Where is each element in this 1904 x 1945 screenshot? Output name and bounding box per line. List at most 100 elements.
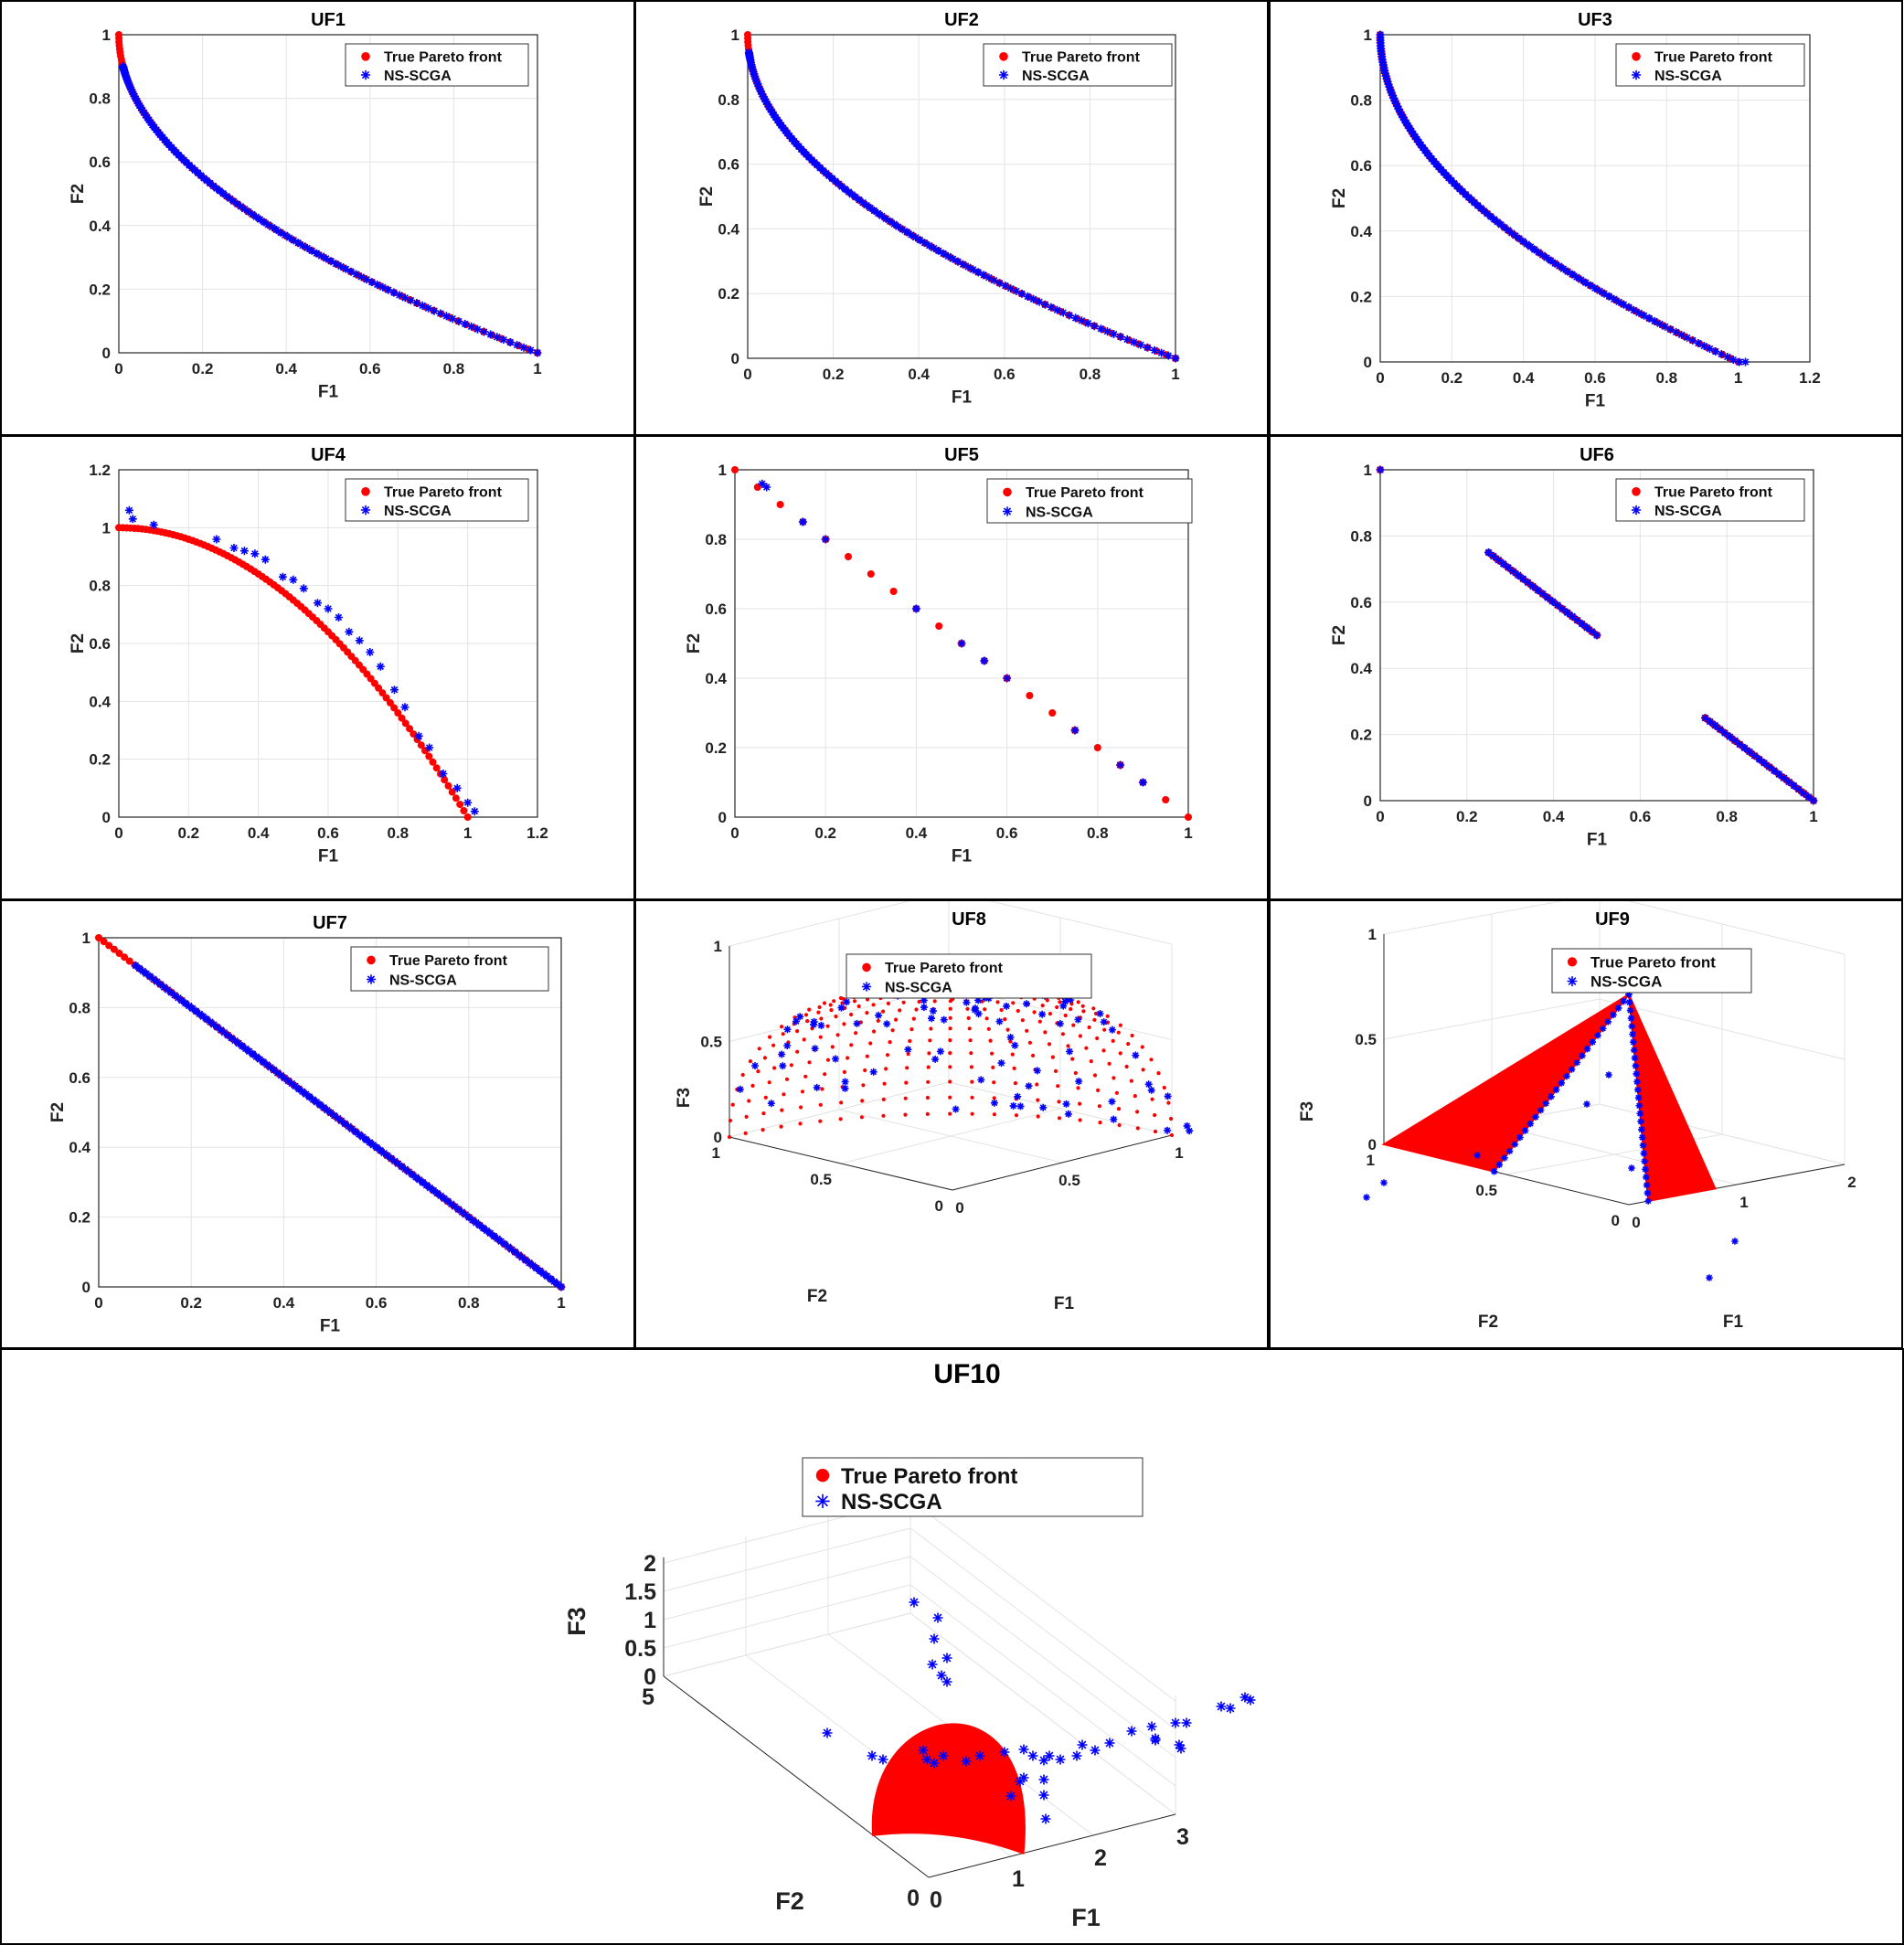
ns-scga-point [1548, 1092, 1555, 1100]
ns-scga-point [1003, 1002, 1011, 1010]
ns-scga-point [383, 1152, 392, 1160]
x-tick-label: 1 [1184, 824, 1192, 842]
ns-scga-point [149, 974, 158, 983]
true-front-point [1027, 1040, 1032, 1045]
ns-scga-point [1765, 762, 1773, 771]
chart-title: UF5 [944, 445, 979, 465]
chart-uf2: UF2 0 0.2 0.4 0.6 0.8 1 0 0.2 0.4 0.6 0.8 1 F1 F2 True … [697, 10, 1180, 408]
ns-scga-point [1635, 1101, 1643, 1110]
true-front-point [1185, 813, 1192, 821]
true-front-point [727, 1134, 732, 1140]
ns-scga-point [1628, 1164, 1635, 1172]
true-front-point [1003, 1017, 1007, 1022]
ns-scga-point [457, 1207, 466, 1217]
true-front-point [967, 1026, 972, 1031]
ns-scga-point [925, 241, 933, 250]
ns-scga-point [1728, 356, 1738, 364]
ns-scga-point [756, 87, 765, 96]
ns-scga-point [902, 228, 911, 237]
ns-scga-point [451, 1202, 460, 1211]
ns-scga-point [918, 1745, 929, 1756]
ns-scga-point [1599, 1025, 1607, 1033]
ns-scga-point [546, 1274, 555, 1283]
ns-scga-point [397, 1162, 406, 1171]
x-tick-label: 0.2 [1456, 808, 1478, 825]
ns-scga-point [1067, 996, 1075, 1004]
ns-scga-point [1489, 552, 1498, 561]
true-front-point [1084, 1046, 1089, 1050]
ns-scga-point [312, 249, 321, 258]
legend-label-ns: NS-SCGA [384, 504, 452, 519]
ns-scga-point [1604, 1018, 1612, 1026]
true-front-point [1073, 1070, 1078, 1076]
ns-scga-point [1164, 1092, 1172, 1100]
ns-scga-point [166, 988, 176, 997]
ns-scga-point [1735, 357, 1744, 367]
ns-scga-point [188, 1004, 197, 1013]
ns-scga-point [1490, 215, 1498, 224]
true-front-point [865, 1054, 869, 1058]
ns-scga-point [1157, 348, 1166, 357]
x-tick-label: 0.4 [248, 824, 270, 842]
true-front-point [888, 1040, 892, 1045]
ns-scga-point [904, 1046, 912, 1054]
y-axis-label: F2 [1330, 188, 1349, 208]
ns-scga-point [1552, 1086, 1560, 1094]
ns-scga-point [521, 1256, 530, 1265]
ns-scga-point [234, 1039, 243, 1047]
ns-scga-point [336, 261, 346, 271]
true-front-point [1040, 1004, 1045, 1008]
true-front-point [1048, 1012, 1052, 1016]
ns-scga-point [1636, 1110, 1644, 1118]
true-front-point [842, 1069, 846, 1074]
true-front-point [828, 1003, 833, 1007]
ns-scga-point [990, 276, 999, 285]
true-front-point [1169, 1132, 1175, 1138]
ns-scga-point [1058, 308, 1068, 317]
ns-scga-point [238, 1041, 247, 1050]
z-tick-label: 0 [644, 1664, 656, 1690]
ns-scga-point [308, 1095, 317, 1104]
ns-scga-point [1016, 1102, 1025, 1111]
ns-scga-point [1064, 1110, 1072, 1118]
true-front-point [441, 776, 449, 784]
ns-scga-point [248, 209, 257, 218]
ns-scga-point [251, 1052, 261, 1061]
ns-scga-point [174, 994, 183, 1003]
plot-frame [118, 34, 538, 354]
true-front-point [890, 1028, 895, 1033]
ns-scga-point [750, 72, 760, 81]
ns-scga-point [1629, 305, 1638, 314]
ns-scga-point [754, 82, 763, 90]
ns-scga-point [1677, 330, 1686, 339]
true-front-point [1005, 1027, 1010, 1032]
true-front-point [1166, 1100, 1171, 1105]
ns-scga-point [1515, 234, 1524, 243]
ns-scga-point [1518, 574, 1527, 583]
ns-scga-point [418, 301, 427, 310]
ns-scga-point [429, 1186, 438, 1196]
ns-scga-point [1225, 1703, 1236, 1714]
true-front-point [872, 1029, 877, 1034]
x-tick-label: 3 [1176, 1824, 1189, 1850]
true-front-point [1035, 1082, 1039, 1087]
true-front-point [906, 1052, 910, 1057]
ns-scga-point [1116, 760, 1125, 770]
y-tick-label: 0 [1611, 1212, 1620, 1229]
ns-scga-point [390, 1156, 399, 1165]
true-front-point [1071, 1023, 1076, 1027]
true-front-point [948, 1051, 952, 1056]
x-tick-label: 0.2 [1441, 369, 1463, 387]
series-true-pareto-front [727, 983, 1175, 1140]
ns-scga-point [1735, 739, 1744, 749]
true-front-point [1124, 1064, 1129, 1069]
true-front-point [1070, 1057, 1075, 1061]
ns-scga-point [408, 1170, 417, 1179]
ns-scga-point [251, 212, 261, 221]
ns-scga-point [198, 1012, 207, 1021]
plot-frame [1379, 469, 1814, 802]
plot-frame [1379, 34, 1811, 363]
x-axis-label: F1 [320, 1317, 341, 1336]
